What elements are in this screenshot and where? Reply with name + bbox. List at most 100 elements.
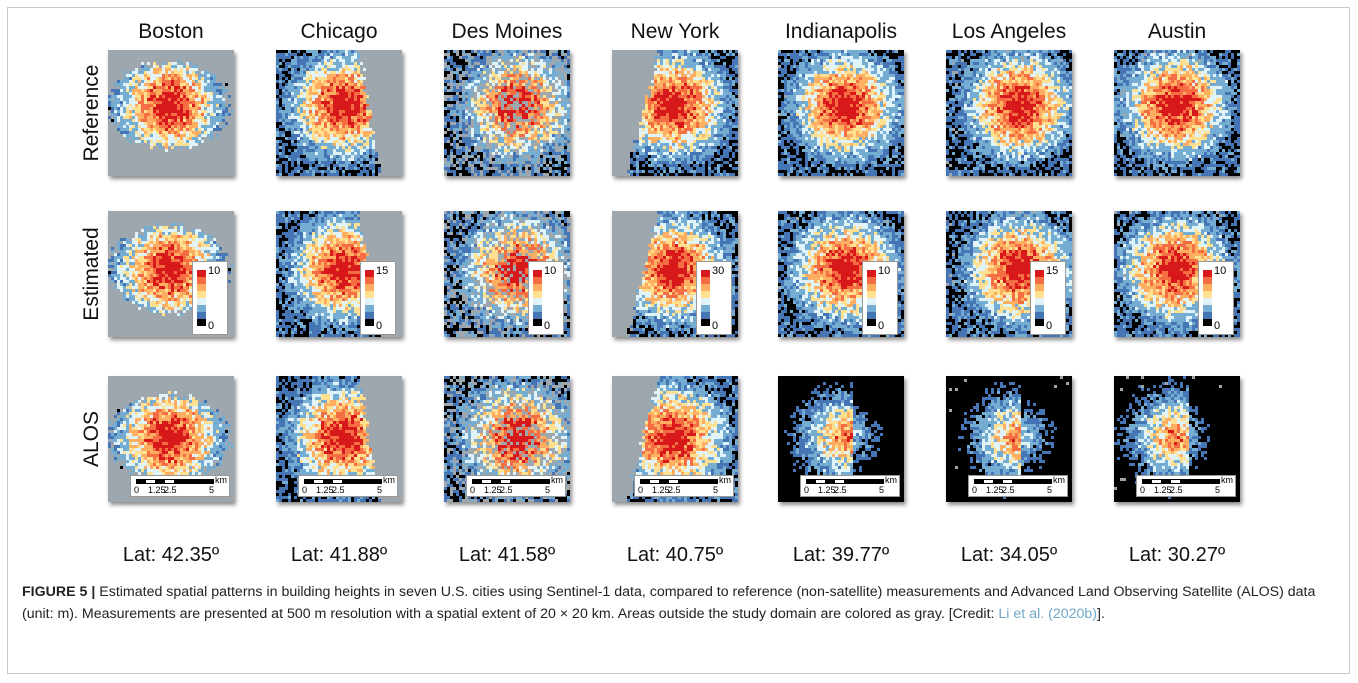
map-panel: km 0 1.25 2.5 5 [612, 376, 738, 502]
colorbar-ramp [701, 270, 710, 326]
scale-tick-label: 1.25 [986, 485, 1004, 495]
city-label-boston: Boston [138, 20, 204, 43]
scale-tick-label: 0 [804, 485, 810, 495]
scale-tick-label: 5 [879, 485, 885, 495]
map-panel [612, 50, 738, 176]
map-panel: km 0 1.25 2.5 5 [276, 376, 402, 502]
scale-bar: km 0 1.25 2.5 5 [634, 475, 734, 497]
map-panel [444, 50, 570, 176]
colorbar-ramp [867, 270, 876, 326]
colorbar: 15 0 [360, 261, 396, 335]
colorbar: 10 0 [1198, 261, 1234, 335]
city-label-los-angeles: Los Angeles [951, 20, 1067, 43]
colorbar-ramp [1035, 270, 1044, 326]
colorbar-min-label: 0 [208, 320, 215, 332]
scale-bar: km 0 1.25 2.5 5 [968, 475, 1068, 497]
scale-tick-label: 1.25 [148, 485, 166, 495]
colorbar-min-label: 0 [1046, 320, 1053, 332]
latitude-label: Lat: 40.75º [626, 544, 724, 566]
scale-tick-label: 5 [1047, 485, 1053, 495]
map-panel: 10 0 [444, 211, 570, 337]
scale-bar-graphic [974, 479, 1052, 484]
map-panel [778, 50, 904, 176]
map-panel: km 0 1.25 2.5 5 [778, 376, 904, 502]
citation-link[interactable]: Li et al. (2020b) [998, 606, 1098, 622]
colorbar-max-label: 30 [712, 265, 725, 277]
height-map-image [1114, 50, 1240, 176]
scale-tick-label: 5 [545, 485, 551, 495]
scale-tick-label: 0 [638, 485, 644, 495]
scale-tick-label: 0 [302, 485, 308, 495]
scale-unit-label: km [1221, 475, 1233, 485]
scale-tick-label: 1.25 [652, 485, 670, 495]
scale-unit-label: km [719, 475, 731, 485]
colorbar-max-label: 15 [1046, 265, 1059, 277]
figure-label: FIGURE 5 | [22, 584, 96, 600]
height-map-image [276, 50, 402, 176]
colorbar: 30 0 [696, 261, 732, 335]
scale-bar-graphic [806, 479, 884, 484]
latitude-label: Lat: 39.77º [792, 544, 890, 566]
scale-unit-label: km [885, 475, 897, 485]
scale-tick-label: 1.25 [316, 485, 334, 495]
scale-bar-graphic [640, 479, 718, 484]
scale-tick-label: 0 [134, 485, 140, 495]
scale-bar-graphic [304, 479, 382, 484]
latitude-label: Lat: 41.58º [458, 544, 556, 566]
caption-text: Estimated spatial patterns in building h… [22, 584, 1316, 622]
colorbar-max-label: 10 [878, 265, 891, 277]
scale-bar-graphic [472, 479, 550, 484]
map-panel: km 0 1.25 2.5 5 [108, 376, 234, 502]
scale-tick-label: 5 [1215, 485, 1221, 495]
caption-end: ]. [1097, 606, 1105, 622]
height-map-image [444, 50, 570, 176]
height-map-image [612, 50, 738, 176]
map-panel: 15 0 [276, 211, 402, 337]
colorbar-min-label: 0 [712, 320, 719, 332]
scale-tick-label: 1.25 [484, 485, 502, 495]
city-label-chicago: Chicago [300, 20, 378, 43]
row-label-reference: Reference [80, 64, 103, 162]
city-label-new-york: New York [630, 20, 720, 43]
map-panel: 10 0 [108, 211, 234, 337]
map-panel [108, 50, 234, 176]
colorbar-min-label: 0 [376, 320, 383, 332]
latitude-label: Lat: 41.88º [290, 544, 388, 566]
latitude-label: Lat: 42.35º [122, 544, 220, 566]
scale-unit-label: km [551, 475, 563, 485]
figure-caption: FIGURE 5 | Estimated spatial patterns in… [22, 581, 1340, 625]
colorbar-ramp [197, 270, 206, 326]
city-label-austin: Austin [1147, 20, 1207, 43]
scale-tick-label: 2.5 [500, 485, 513, 495]
scale-bar: km 0 1.25 2.5 5 [298, 475, 398, 497]
map-panel: 10 0 [778, 211, 904, 337]
map-panel: km 0 1.25 2.5 5 [444, 376, 570, 502]
colorbar: 15 0 [1030, 261, 1066, 335]
scale-tick-label: 0 [1140, 485, 1146, 495]
latitude-label: Lat: 30.27º [1128, 544, 1226, 566]
map-panel [946, 50, 1072, 176]
scale-tick-label: 2.5 [1002, 485, 1015, 495]
map-panel: km 0 1.25 2.5 5 [946, 376, 1072, 502]
scale-tick-label: 2.5 [834, 485, 847, 495]
scale-bar: km 0 1.25 2.5 5 [130, 475, 230, 497]
city-label-indianapolis: Indianapolis [784, 20, 898, 43]
scale-unit-label: km [215, 475, 227, 485]
map-panel [276, 50, 402, 176]
colorbar-min-label: 0 [878, 320, 885, 332]
colorbar-min-label: 0 [1214, 320, 1221, 332]
colorbar-ramp [1203, 270, 1212, 326]
colorbar-max-label: 10 [1214, 265, 1227, 277]
map-panel: 10 0 [1114, 211, 1240, 337]
scale-bar-graphic [1142, 479, 1220, 484]
height-map-image [946, 50, 1072, 176]
latitude-label: Lat: 34.05º [960, 544, 1058, 566]
colorbar-min-label: 0 [544, 320, 551, 332]
scale-tick-label: 5 [209, 485, 215, 495]
scale-tick-label: 1.25 [818, 485, 836, 495]
colorbar-max-label: 10 [208, 265, 221, 277]
scale-tick-label: 2.5 [164, 485, 177, 495]
scale-bar: km 0 1.25 2.5 5 [800, 475, 900, 497]
scale-bar: km 0 1.25 2.5 5 [1136, 475, 1236, 497]
scale-tick-label: 2.5 [668, 485, 681, 495]
